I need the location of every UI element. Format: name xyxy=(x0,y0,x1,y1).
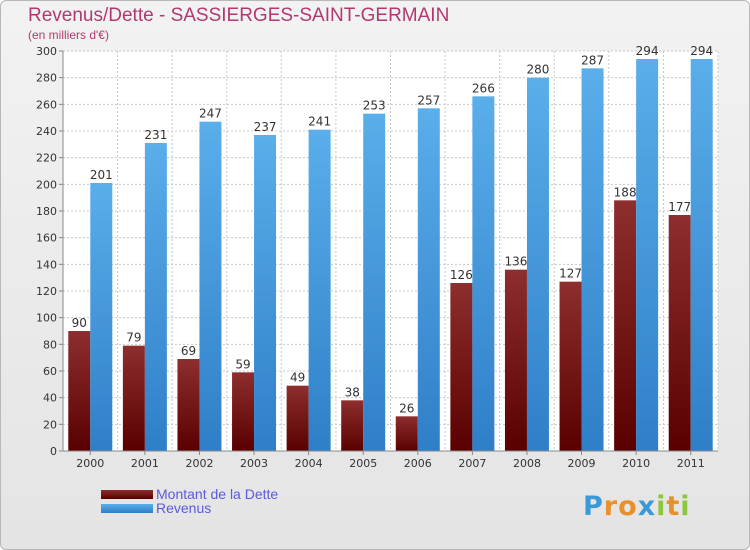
data-label-debt: 90 xyxy=(72,316,87,330)
data-label-debt: 126 xyxy=(450,268,473,282)
logo-letter: P xyxy=(583,491,604,522)
bar-debt xyxy=(395,416,418,451)
logo-letter: x xyxy=(637,491,657,522)
data-label-revenue: 287 xyxy=(581,53,604,67)
bar-revenue xyxy=(363,113,386,452)
bar-debt xyxy=(177,359,200,451)
y-tick-label: 200 xyxy=(36,178,57,191)
bars xyxy=(68,59,713,452)
y-tick-label: 0 xyxy=(50,445,57,458)
x-tick-label: 2010 xyxy=(622,457,650,470)
bar-revenue xyxy=(581,68,604,451)
data-label-revenue: 241 xyxy=(308,115,331,129)
bar-revenue xyxy=(690,59,713,451)
y-tick-label: 120 xyxy=(36,285,57,298)
logo-letter: o xyxy=(618,491,638,522)
data-label-revenue: 231 xyxy=(144,128,167,142)
chart-subtitle: (en milliers d'€) xyxy=(28,28,109,42)
x-tick-label: 2011 xyxy=(677,457,705,470)
y-tick-label: 20 xyxy=(43,418,57,431)
x-tick-label: 2000 xyxy=(76,457,104,470)
y-tick-label: 160 xyxy=(36,232,57,245)
x-tick-label: 2004 xyxy=(295,457,323,470)
data-label-revenue: 257 xyxy=(417,93,440,107)
proxiti-logo: Proxiti xyxy=(583,491,691,522)
y-tick-label: 60 xyxy=(43,365,57,378)
data-label-debt: 127 xyxy=(559,267,582,281)
x-tick-label: 2009 xyxy=(568,457,596,470)
x-tick-label: 2003 xyxy=(240,457,268,470)
bar-debt xyxy=(668,215,691,451)
y-tick-label: 100 xyxy=(36,312,57,325)
x-tick-label: 2008 xyxy=(513,457,541,470)
bar-debt xyxy=(504,269,527,451)
data-label-revenue: 253 xyxy=(363,99,386,113)
data-label-debt: 38 xyxy=(345,385,360,399)
bar-revenue xyxy=(526,77,549,452)
data-label-debt: 188 xyxy=(614,185,637,199)
bar-debt xyxy=(341,400,364,451)
data-label-debt: 69 xyxy=(181,344,196,358)
data-label-revenue: 266 xyxy=(472,81,495,95)
y-tick-label: 280 xyxy=(36,72,57,85)
bar-debt xyxy=(286,385,309,451)
legend-swatch-debt xyxy=(101,490,153,499)
logo-letter: i xyxy=(680,491,691,522)
axes: 0 20 40 60 80 100 120 140 160 180 200 220 240 260 280 3… xyxy=(36,45,718,470)
y-tick-label: 40 xyxy=(43,392,57,405)
bar-revenue xyxy=(199,121,222,452)
x-tick-label: 2007 xyxy=(458,457,486,470)
y-tick-label: 180 xyxy=(36,205,57,218)
data-label-debt: 136 xyxy=(505,255,528,269)
data-label-revenue: 294 xyxy=(636,44,659,58)
bar-debt xyxy=(614,200,637,451)
bar-revenue xyxy=(472,96,495,451)
y-tick-label: 240 xyxy=(36,125,57,138)
x-tick-label: 2001 xyxy=(131,457,159,470)
x-tick-label: 2005 xyxy=(349,457,377,470)
data-label-revenue: 201 xyxy=(90,168,113,182)
data-label-debt: 79 xyxy=(126,331,141,345)
data-label-revenue: 294 xyxy=(690,44,713,58)
data-label-revenue: 237 xyxy=(254,120,277,134)
y-tick-label: 260 xyxy=(36,98,57,111)
bar-revenue xyxy=(417,108,440,451)
x-tick-label: 2006 xyxy=(404,457,432,470)
logo-letter: i xyxy=(656,491,667,522)
bar-revenue xyxy=(144,143,167,451)
bar-debt xyxy=(122,345,145,451)
bar-revenue xyxy=(636,59,659,451)
logo-letter: t xyxy=(666,491,681,522)
y-tick-label: 300 xyxy=(36,45,57,58)
legend-swatch-revenue xyxy=(101,504,153,513)
data-label-debt: 49 xyxy=(290,371,305,385)
data-label-debt: 177 xyxy=(668,200,691,214)
legend-label-revenue: Revenus xyxy=(156,500,212,516)
bar-debt xyxy=(450,283,473,451)
grid-lines xyxy=(62,50,719,452)
bar-revenue xyxy=(254,135,277,451)
data-label-debt: 26 xyxy=(399,401,414,415)
x-tick-label: 2002 xyxy=(185,457,213,470)
data-label-revenue: 280 xyxy=(527,63,550,77)
logo-letter: r xyxy=(603,491,619,522)
data-label-revenue: 247 xyxy=(199,107,222,121)
bar-debt xyxy=(559,281,582,451)
bar-revenue xyxy=(90,183,113,451)
bar-debt xyxy=(68,331,91,451)
chart-title: Revenus/Dette - SASSIERGES-SAINT-GERMAIN xyxy=(28,5,450,26)
y-tick-label: 140 xyxy=(36,258,57,271)
y-tick-label: 80 xyxy=(43,338,57,351)
y-tick-label: 220 xyxy=(36,152,57,165)
bar-revenue xyxy=(308,129,331,451)
legend-label-debt: Montant de la Dette xyxy=(156,486,279,502)
data-label-debt: 59 xyxy=(235,357,250,371)
data-labels: 90 201 79 231 69 247 59 237 49 241 38 253 26 257 126 26… xyxy=(72,44,714,415)
bar-debt xyxy=(232,372,255,451)
